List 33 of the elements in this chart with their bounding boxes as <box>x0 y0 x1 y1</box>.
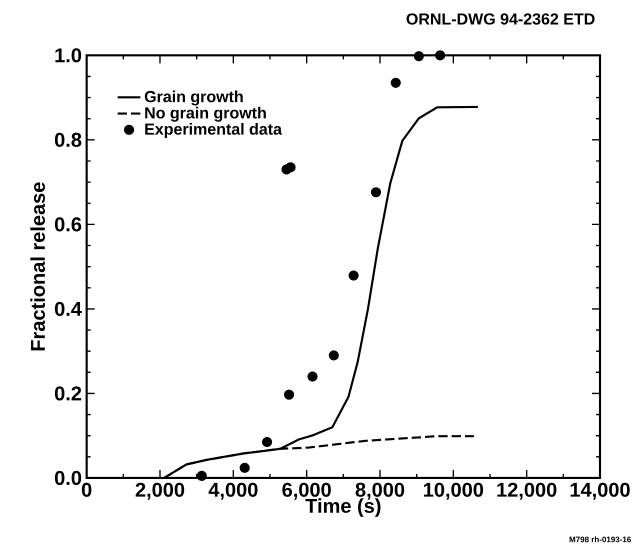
y-tick-label: 1.0 <box>55 48 82 62</box>
x-tick-label: 6,000 <box>282 482 331 500</box>
y-tick-label: 0.0 <box>54 470 82 486</box>
point <box>307 371 318 382</box>
point <box>370 187 382 198</box>
y-axis-title: Fractional release <box>30 182 45 350</box>
point <box>328 350 339 360</box>
text: M798 rh-0193-16 <box>570 536 631 542</box>
x-axis-title: Time (s) <box>305 498 380 517</box>
x-tick-label: 2,000 <box>136 482 184 500</box>
x-tick-label: 12,000 <box>497 482 556 500</box>
point <box>262 436 272 448</box>
point <box>414 51 424 62</box>
text: ORNL-DWG 94-2362 ETD <box>406 13 595 25</box>
y-tick-label: 0.4 <box>54 302 82 316</box>
x-tick-label: 8,000 <box>356 482 404 500</box>
x-tick-label: 10,000 <box>424 482 484 500</box>
point <box>435 50 446 60</box>
point <box>348 270 359 281</box>
y-tick-label: 0.8 <box>54 132 82 147</box>
x-tick-label: 0 <box>82 482 92 497</box>
y-tick-label: 0.2 <box>54 386 82 401</box>
point <box>284 390 294 400</box>
x-tick-label: 4,000 <box>208 482 258 500</box>
legend-label: Grain growth <box>144 90 243 106</box>
point <box>285 162 296 172</box>
point <box>240 462 250 473</box>
legend-label: No grain growth <box>145 106 266 122</box>
point <box>196 470 207 481</box>
legend-label: Experimental data <box>145 123 282 138</box>
point <box>390 78 401 88</box>
y-tick-label: 0.6 <box>54 217 82 232</box>
x-tick-label: 14,000 <box>570 482 630 500</box>
